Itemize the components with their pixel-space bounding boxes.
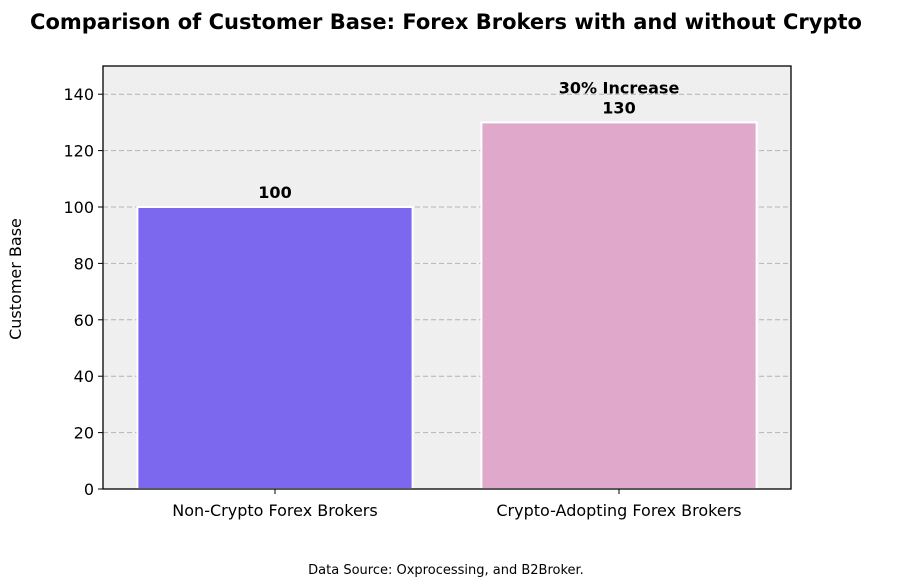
chart-title: Comparison of Customer Base: Forex Broke… — [30, 10, 862, 34]
annotation-1: 30% Increase — [559, 78, 680, 97]
y-tick-label-60: 60 — [74, 311, 94, 330]
y-tick-label-120: 120 — [63, 142, 94, 161]
y-tick-label-100: 100 — [63, 198, 94, 217]
y-axis-label: Customer Base — [6, 218, 25, 340]
bar-value-label-2: 130 — [602, 98, 635, 117]
y-axis: 0 20 40 60 80 100 120 140 — [63, 85, 103, 499]
y-tick-label-140: 140 — [63, 85, 94, 104]
bar-1 — [136, 206, 414, 490]
y-tick-label-0: 0 — [84, 480, 94, 499]
plot-frame — [102, 65, 792, 490]
y-tick-label-20: 20 — [74, 424, 94, 443]
y-tick-label-80: 80 — [74, 254, 94, 273]
data-source-note: Data Source: Oxprocessing, and B2Broker. — [308, 563, 584, 578]
bar-2 — [480, 121, 758, 491]
y-tick-label-40: 40 — [74, 367, 94, 386]
bars — [136, 121, 758, 491]
x-tick-label-2: Crypto-Adopting Forex Brokers — [496, 501, 741, 520]
x-axis: Non-Crypto Forex Brokers Crypto-Adopting … — [172, 489, 742, 520]
x-tick-label-1: Non-Crypto Forex Brokers — [172, 501, 377, 520]
bar-value-label-1: 100 — [258, 183, 291, 202]
